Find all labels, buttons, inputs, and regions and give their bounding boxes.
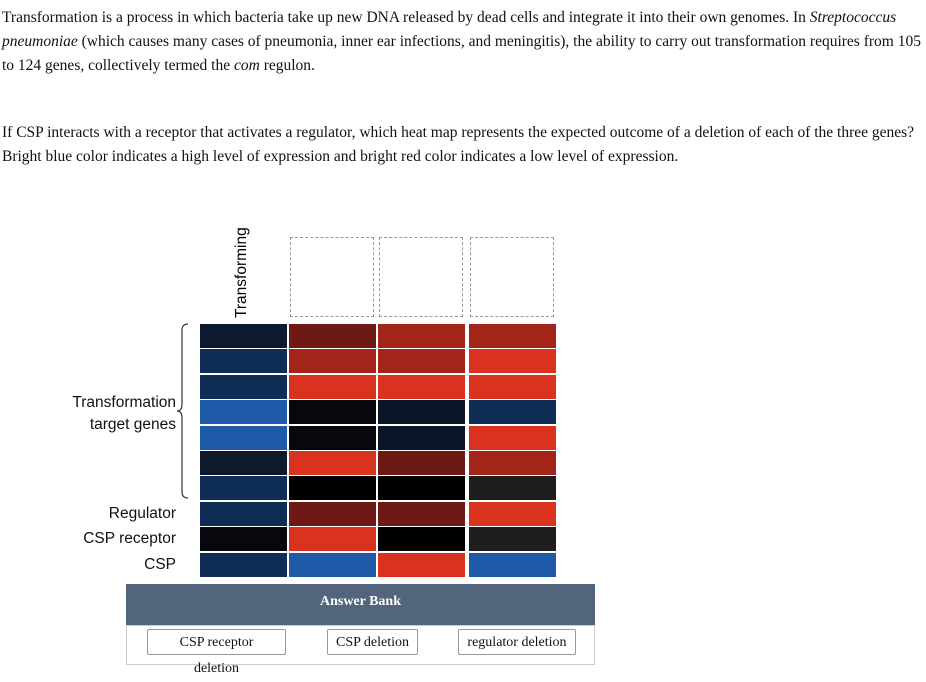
heat-cell <box>469 324 556 348</box>
heat-cell <box>378 374 465 399</box>
heat-cell <box>200 527 287 552</box>
heat-cell <box>200 425 287 450</box>
row-label: CSP receptor <box>83 530 176 548</box>
intro-segment: Streptococcus pneumoniae <box>2 9 897 50</box>
intro-segment: regulon. <box>259 57 315 74</box>
heat-cell <box>378 527 465 552</box>
heat-cell <box>378 552 465 577</box>
heat-cell <box>378 501 465 526</box>
drop-target[interactable] <box>470 237 554 317</box>
heat-cell <box>200 476 287 501</box>
heat-cell <box>469 451 556 475</box>
heat-cell <box>289 552 376 577</box>
heat-cell <box>378 349 465 374</box>
heat-cell <box>378 476 465 501</box>
row-label: CSP <box>144 555 176 573</box>
heat-cell <box>469 349 556 374</box>
heat-cell <box>289 527 376 552</box>
heat-cell <box>378 451 465 475</box>
heat-cell <box>200 400 287 425</box>
intro-text: Transformation is a process in which bac… <box>2 6 922 78</box>
drop-target[interactable] <box>290 237 374 317</box>
answer-option[interactable]: CSP deletion <box>327 629 418 655</box>
heat-cell <box>200 324 287 348</box>
heat-cell <box>200 451 287 475</box>
heat-cell <box>289 324 376 348</box>
heat-cell <box>289 451 376 475</box>
group-label-line: Transformation <box>72 394 176 411</box>
intro-segment: (which causes many cases of pneumonia, i… <box>2 33 921 74</box>
heat-cell <box>200 501 287 526</box>
heat-cell <box>378 425 465 450</box>
heat-cell <box>289 374 376 399</box>
heat-cell <box>469 374 556 399</box>
heat-cell <box>469 400 556 425</box>
brace <box>176 323 189 499</box>
heat-cell <box>289 501 376 526</box>
heat-cell <box>469 425 556 450</box>
group-label: Transformation target genes <box>72 392 176 436</box>
intro-segment: Transformation is a process in which bac… <box>2 9 810 26</box>
row-label: Regulator <box>108 504 176 522</box>
drop-target[interactable] <box>379 237 463 317</box>
heat-cell <box>469 527 556 552</box>
answer-option[interactable]: CSP receptor deletion <box>147 629 286 676</box>
heat-cell <box>289 425 376 450</box>
heat-cell <box>200 374 287 399</box>
heat-cell <box>289 476 376 501</box>
heat-cell <box>469 476 556 501</box>
question-text: If CSP interacts with a receptor that ac… <box>2 124 915 165</box>
brace-path <box>176 323 189 499</box>
heat-cell <box>289 400 376 425</box>
heat-cell <box>289 349 376 374</box>
answer-bank-header: Answer Bank <box>126 584 595 625</box>
heat-cell <box>200 552 287 577</box>
intro-segment: com <box>234 57 260 74</box>
heat-cell <box>469 501 556 526</box>
heat-cell <box>469 552 556 577</box>
heat-cell <box>200 349 287 374</box>
column-label: Transforming <box>233 227 250 318</box>
group-label-line: target genes <box>89 416 176 433</box>
answer-option[interactable]: regulator deletion <box>458 629 576 655</box>
heat-cell <box>378 324 465 348</box>
page: {"intro": {"segments": [ {"text": "Trans… <box>2 6 922 676</box>
heat-cell <box>378 400 465 425</box>
